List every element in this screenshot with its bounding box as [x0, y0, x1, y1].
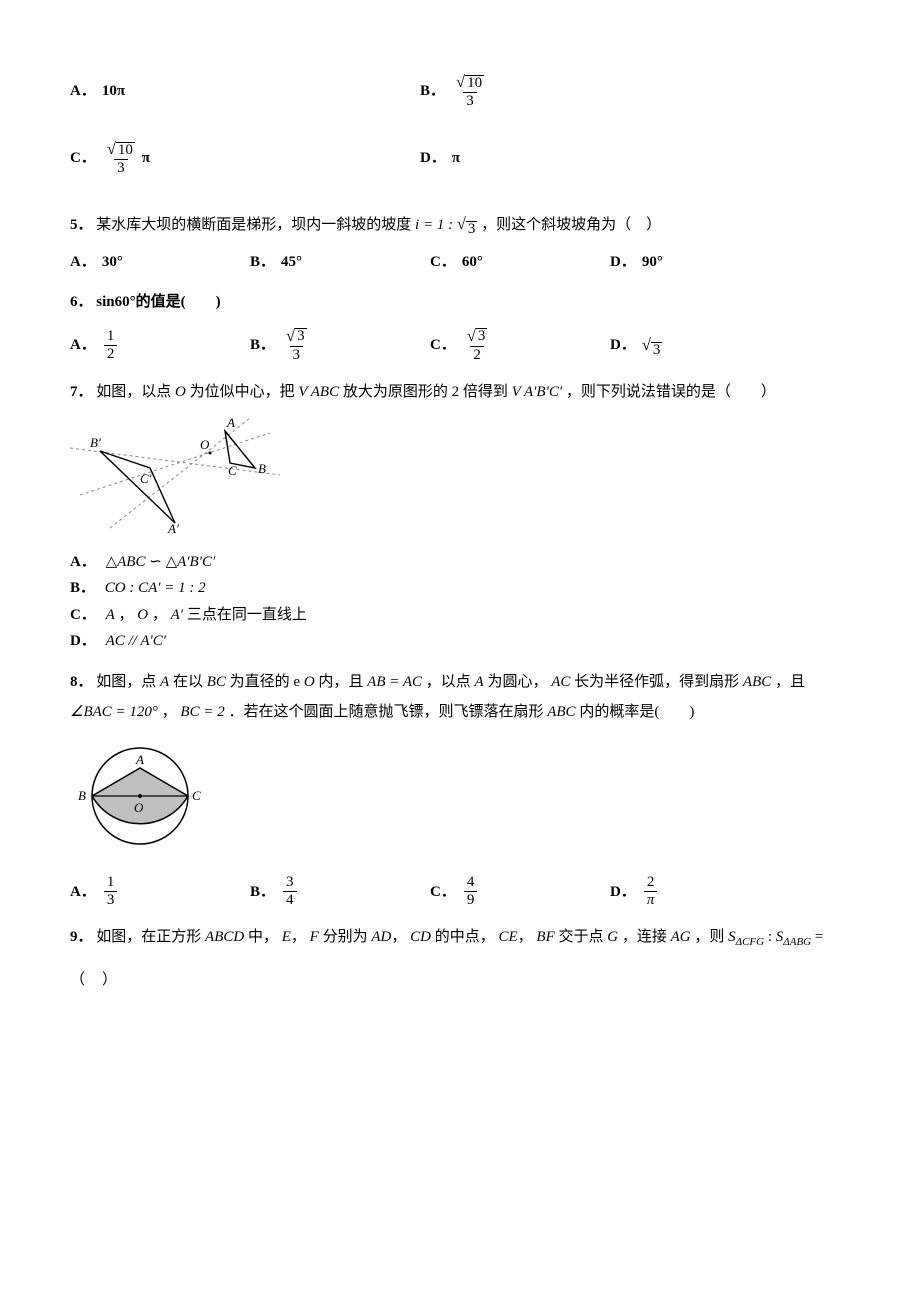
q-num: 6． — [70, 294, 93, 310]
q4-options-row1: A． 10π B． √10 3 — [70, 74, 850, 127]
q5-opt-C[interactable]: C．60° — [430, 251, 610, 274]
q6-opt-A[interactable]: A． 12 — [70, 329, 250, 362]
q7-opt-C[interactable]: C． A ， O ， A′ 三点在同一直线上 — [70, 604, 850, 627]
svg-text:A: A — [226, 415, 235, 430]
q9-stem: 9． 如图，在正方形 ABCD 中， E， F 分别为 AD， CD 的中点， … — [70, 926, 850, 951]
q6-opt-D[interactable]: D． √3 — [610, 333, 790, 358]
q5-options: A．30° B．45° C．60° D．90° — [70, 251, 850, 274]
q-text: 某水库大坝的横断面是梯形，坝内一斜坡的坡度 — [96, 217, 411, 233]
q6-stem: 6． sin60°的值是( ) — [70, 291, 850, 314]
q-num: 5． — [70, 217, 93, 233]
q7-opt-B[interactable]: B． CO : CA′ = 1 : 2 — [70, 577, 850, 600]
opt-label: C． — [70, 147, 96, 170]
svg-text:B: B — [78, 788, 86, 803]
q7-figure: A B C O B′ C′ A′ — [70, 413, 850, 541]
q5-opt-B[interactable]: B．45° — [250, 251, 430, 274]
q-text: sin60°的值是( ) — [96, 294, 220, 310]
q7-stem: 7． 如图，以点 O 为位似中心，把 V ABC 放大为原图形的 2 倍得到 V… — [70, 381, 850, 404]
q5-opt-A[interactable]: A．30° — [70, 251, 250, 274]
opt-value: π — [452, 147, 460, 170]
q5-stem: 5． 某水库大坝的横断面是梯形，坝内一斜坡的坡度 i = 1 : √3 ，则这个… — [70, 212, 850, 237]
q9-paren: （ ） — [70, 969, 850, 992]
svg-text:B: B — [258, 461, 266, 476]
svg-text:C: C — [192, 788, 201, 803]
q6-options: A． 12 B． √3 3 C． √3 2 D． √3 — [70, 328, 850, 363]
opt-label: B． — [420, 80, 445, 103]
q4-opt-B[interactable]: B． √10 3 — [420, 74, 770, 109]
svg-text:O: O — [134, 800, 144, 815]
q4-opt-D[interactable]: D． π — [420, 147, 770, 170]
opt-value: 10π — [102, 80, 125, 103]
opt-label: D． — [420, 147, 446, 170]
q-text: ，则这个斜坡坡角为（ ） — [481, 217, 661, 233]
q6-opt-B[interactable]: B． √3 3 — [250, 328, 430, 363]
q4-options-row2: C． √10 3 π D． π — [70, 141, 850, 194]
opt-label: A． — [70, 80, 96, 103]
q4-opt-A[interactable]: A． 10π — [70, 80, 420, 103]
q5-opt-D[interactable]: D．90° — [610, 251, 790, 274]
q8-options: A． 13 B． 34 C． 49 D． 2π — [70, 875, 850, 908]
math: i = 1 : — [415, 217, 453, 233]
q4-opt-C[interactable]: C． √10 3 π — [70, 141, 420, 176]
fraction: √10 3 — [453, 74, 487, 109]
pi: π — [142, 147, 150, 170]
svg-text:B′: B′ — [90, 435, 101, 450]
q8-stem-line2: ∠BAC = 120° ， BC = 2 ．若在这个圆面上随意抛飞镖，则飞镖落在… — [70, 701, 850, 724]
q8-opt-B[interactable]: B． 34 — [250, 875, 430, 908]
q8-opt-A[interactable]: A． 13 — [70, 875, 250, 908]
svg-text:A: A — [135, 752, 144, 767]
q8-opt-C[interactable]: C． 49 — [430, 875, 610, 908]
svg-text:A′: A′ — [167, 521, 179, 533]
svg-text:C: C — [228, 463, 237, 478]
q8-opt-D[interactable]: D． 2π — [610, 875, 790, 908]
q8-figure: A B C O — [70, 734, 850, 862]
q7-opt-D[interactable]: D． AC // A′C′ — [70, 630, 850, 653]
svg-text:O: O — [200, 437, 210, 452]
sqrt: √3 — [457, 212, 478, 237]
fraction: √10 3 — [104, 141, 138, 176]
svg-text:C′: C′ — [140, 471, 152, 486]
q7-opt-A[interactable]: A． △ABC ∽ △A′B′C′ — [70, 551, 850, 574]
q8-stem-line1: 8． 如图，点 A 在以 BC 为直径的 e O 内，且 AB = AC ，以点… — [70, 671, 850, 694]
q6-opt-C[interactable]: C． √3 2 — [430, 328, 610, 363]
